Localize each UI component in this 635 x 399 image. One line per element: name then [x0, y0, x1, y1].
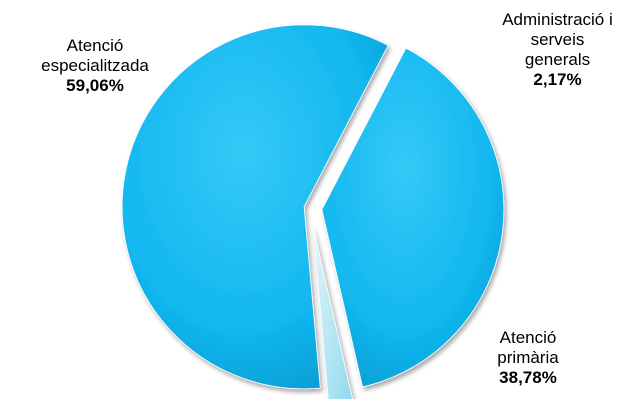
slice-value-label: 2,17% [533, 70, 582, 89]
slice-name-line: generals [524, 50, 591, 69]
slice-value-label: 59,06% [66, 76, 124, 95]
slice-name-line: Atenció [499, 328, 557, 347]
slice-label-administracio: Administració i serveis generals 2,17% [480, 10, 635, 90]
slice-atencio-especialitzada [121, 24, 389, 390]
slice-name-line: serveis [530, 30, 585, 49]
slice-name-line: especialitzada [41, 56, 149, 75]
slice-name-line: Administració i [502, 10, 613, 29]
slice-atencio-primaria [321, 47, 505, 388]
slice-value-label: 38,78% [499, 368, 557, 387]
slice-name-line: Atenció [66, 36, 124, 55]
slice-name-line: primària [497, 348, 559, 367]
slice-label-atencio-primaria: Atenció primària 38,78% [468, 328, 588, 388]
slice-administracio [312, 225, 353, 399]
slice-label-atencio-especialitzada: Atenció especialitzada 59,06% [0, 36, 190, 96]
